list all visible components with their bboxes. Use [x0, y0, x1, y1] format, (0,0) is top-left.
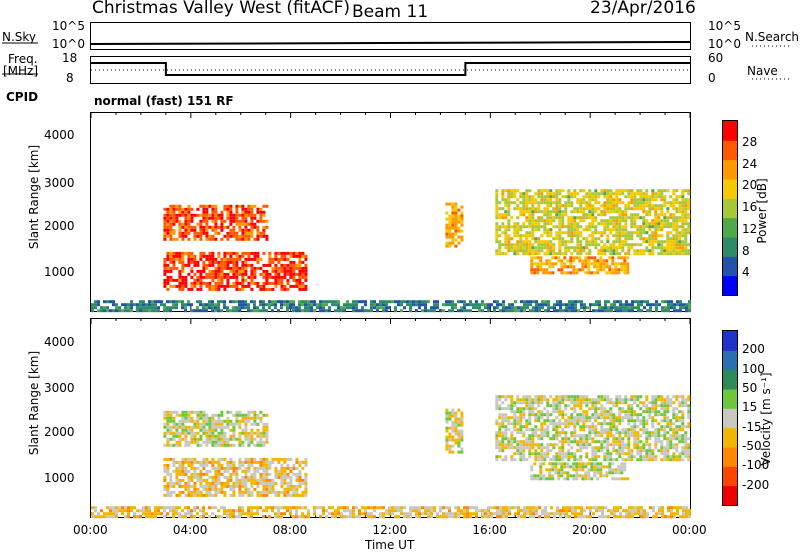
velocity-ytick-1000: 1000	[44, 471, 75, 485]
x-tick-label: 00:00	[73, 523, 108, 537]
colorbar-tick-label: -15	[742, 419, 762, 434]
power-ytick-2000: 2000	[44, 219, 75, 233]
colorbar-tick-label: -100	[742, 458, 770, 473]
power-ytick-1000: 1000	[44, 265, 75, 279]
power-colorbar-swatch	[723, 217, 737, 238]
x-tick-label: 16:00	[472, 523, 507, 537]
x-tick-label: 04:00	[172, 523, 208, 537]
cpid-mode: normal (fast) 151 RF	[94, 94, 234, 108]
nsky-line	[90, 41, 691, 45]
heatmap-region	[445, 202, 464, 248]
power-colorbar-swatch	[723, 198, 737, 219]
colorbar-tick-label: 15	[742, 400, 758, 415]
heatmap-region	[163, 457, 308, 497]
velocity-ytick-4000: 4000	[44, 335, 75, 349]
nave-tick-high: 60	[708, 51, 724, 65]
x-axis-label: Time UT	[365, 538, 415, 552]
power-colorbar-swatch	[723, 140, 737, 161]
chart-title: Christmas Valley West (fitACF)	[92, 0, 351, 18]
heatmap-region	[163, 251, 308, 291]
nsky-label: N.Sky	[2, 30, 37, 44]
velocity-colorbar-swatch	[723, 389, 737, 409]
velocity-colorbar-swatch	[723, 427, 737, 448]
nave-label: Nave	[747, 64, 778, 78]
heatmap-region	[91, 300, 691, 313]
heatmap-region	[495, 189, 691, 256]
nsky-tick-low: 10^0	[52, 37, 85, 51]
colorbar-tick-label: 4	[742, 265, 750, 280]
power-colorbar-swatch	[723, 275, 737, 296]
freq-strip	[90, 56, 691, 84]
heatmap-region	[91, 506, 691, 519]
x-tick-label: 08:00	[272, 523, 308, 537]
cpid-label: CPID	[6, 90, 39, 104]
x-tick-label: 00:00	[672, 523, 707, 537]
heatmap-region	[163, 410, 269, 447]
x-tick-label: 12:00	[372, 523, 408, 537]
colorbar-tick-label: 24	[742, 156, 758, 171]
nsearch-tick-high: 10^5	[708, 19, 741, 33]
freq-tick-high: 18	[62, 51, 78, 65]
heatmap-region	[530, 256, 630, 275]
power-colorbar-swatch	[723, 121, 737, 141]
nave-tick-low: 0	[708, 71, 716, 85]
velocity-ytick-2000: 2000	[44, 425, 75, 439]
colorbar-tick-label: 100	[742, 361, 765, 376]
colorbar-tick-label: 200	[742, 342, 765, 357]
velocity-colorbar-swatch	[723, 408, 737, 429]
nsearch-label: N.Search	[745, 30, 800, 44]
freq-tick-low: 8	[66, 71, 74, 85]
colorbar-tick-label: 50	[742, 381, 758, 395]
colorbar-tick-label: -200	[742, 477, 770, 492]
nsky-strip	[90, 22, 691, 50]
colorbar-tick-label: 8	[742, 243, 750, 258]
colorbar-tick-label: 28	[742, 134, 758, 149]
power-colorbar-swatch	[723, 179, 737, 199]
heatmap-region	[530, 462, 630, 481]
heatmap-region	[445, 408, 464, 454]
heatmap-region	[495, 395, 691, 462]
velocity-colorbar-swatch	[723, 350, 737, 371]
velocity-colorbar-swatch	[723, 369, 737, 390]
colorbar-tick-label: 20	[742, 178, 758, 193]
colorbar-tick-label: -50	[742, 439, 762, 453]
nsearch-tick-low: 10^0	[708, 37, 741, 51]
heatmap-region	[163, 204, 269, 241]
freq-label: Freq.	[8, 52, 38, 66]
power-colorbar-swatch	[723, 256, 737, 277]
nsky-tick-high: 10^5	[52, 19, 85, 33]
colorbar-tick-label: 16	[742, 200, 758, 214]
power-colorbar-swatch	[723, 159, 737, 180]
velocity-colorbar-swatch	[723, 447, 737, 467]
freq-line	[91, 62, 690, 76]
beam-label: Beam 11	[352, 2, 429, 22]
x-tick-label: 20:00	[572, 523, 607, 537]
date-label: 23/Apr/2016	[590, 0, 696, 18]
power-ytick-4000: 4000	[44, 128, 75, 142]
power-ytick-3000: 3000	[44, 176, 75, 190]
velocity-colorbar-swatch	[723, 485, 737, 506]
velocity-colorbar-swatch	[723, 331, 737, 351]
velocity-ytick-3000: 3000	[44, 381, 75, 395]
velocity-colorbar-swatch	[723, 466, 737, 487]
colorbar-tick-label: 12	[742, 221, 758, 236]
power-colorbar-swatch	[723, 237, 737, 257]
